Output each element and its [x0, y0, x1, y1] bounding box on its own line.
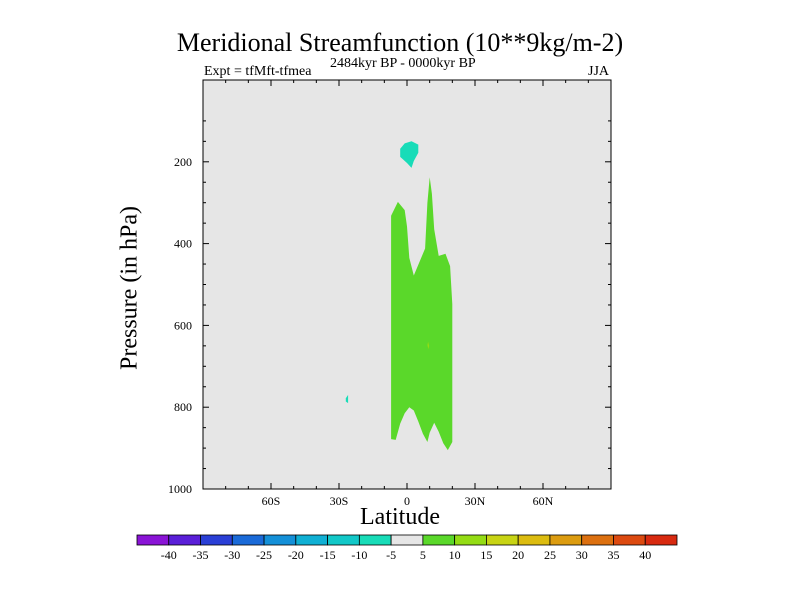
colorbar-label: -30	[224, 548, 240, 562]
y-tick-label: 200	[174, 155, 192, 169]
colorbar-label: 20	[512, 548, 524, 562]
colorbar-label: 25	[544, 548, 556, 562]
colorbar-box	[200, 534, 233, 546]
colorbar-label: 5	[420, 548, 426, 562]
colorbar-label: -25	[256, 548, 272, 562]
colorbar-label: -40	[161, 548, 177, 562]
chart-title: Meridional Streamfunction (10**9kg/m-2)	[176, 28, 624, 57]
colorbar-box	[517, 534, 551, 546]
colorbar-label: 10	[449, 548, 461, 562]
x-tick-label: 30N	[465, 494, 486, 508]
colorbar-label: 30	[576, 548, 588, 562]
x-tick-label: 60S	[262, 494, 281, 508]
x-tick-label: 30S	[330, 494, 349, 508]
region-negative-5-to-0-speck	[345, 394, 349, 404]
x-tick-label: 0	[404, 494, 410, 508]
colorbar-label: -5	[386, 548, 396, 562]
time-range-label: 2484kyr BP - 0000kyr BP	[330, 56, 476, 71]
x-axis-label: Latitude	[360, 504, 440, 530]
colorbar-label: -10	[351, 548, 367, 562]
colorbar-label: -20	[288, 548, 304, 562]
colorbar-box	[422, 534, 456, 546]
colorbar-box	[295, 534, 328, 546]
colorbar-box	[581, 534, 614, 546]
x-tick-label: 60N	[533, 494, 554, 508]
y-tick-label: 400	[174, 237, 192, 251]
colorbar-label: -15	[320, 548, 336, 562]
colorbar-label: 15	[480, 548, 492, 562]
colorbar-label: -35	[193, 548, 209, 562]
colorbar-box	[358, 534, 392, 546]
y-tick-label: 800	[174, 400, 192, 414]
colorbar-box	[231, 534, 265, 546]
colorbar-label: 35	[607, 548, 619, 562]
colorbar-box	[644, 534, 678, 546]
y-tick-label: 600	[174, 318, 192, 332]
region-positive-5-to-10	[391, 177, 453, 451]
experiment-label: Expt = tfMft-tfmea	[204, 64, 312, 79]
region-negative-5-to-0-upper	[400, 141, 419, 168]
colorbar-box	[613, 534, 646, 546]
colorbar-box	[390, 534, 424, 546]
colorbar-box	[168, 534, 201, 546]
region-positive-10-speck	[427, 341, 430, 350]
season-label: JJA	[588, 64, 610, 79]
colorbar-box	[263, 534, 297, 546]
colorbar-box	[454, 534, 487, 546]
y-tick-label: 1000	[168, 482, 192, 496]
colorbar-box	[549, 534, 583, 546]
colorbar-label: 40	[639, 548, 651, 562]
colorbar-box	[327, 534, 360, 546]
colorbar-box	[136, 534, 170, 546]
colorbar-box	[486, 534, 519, 546]
